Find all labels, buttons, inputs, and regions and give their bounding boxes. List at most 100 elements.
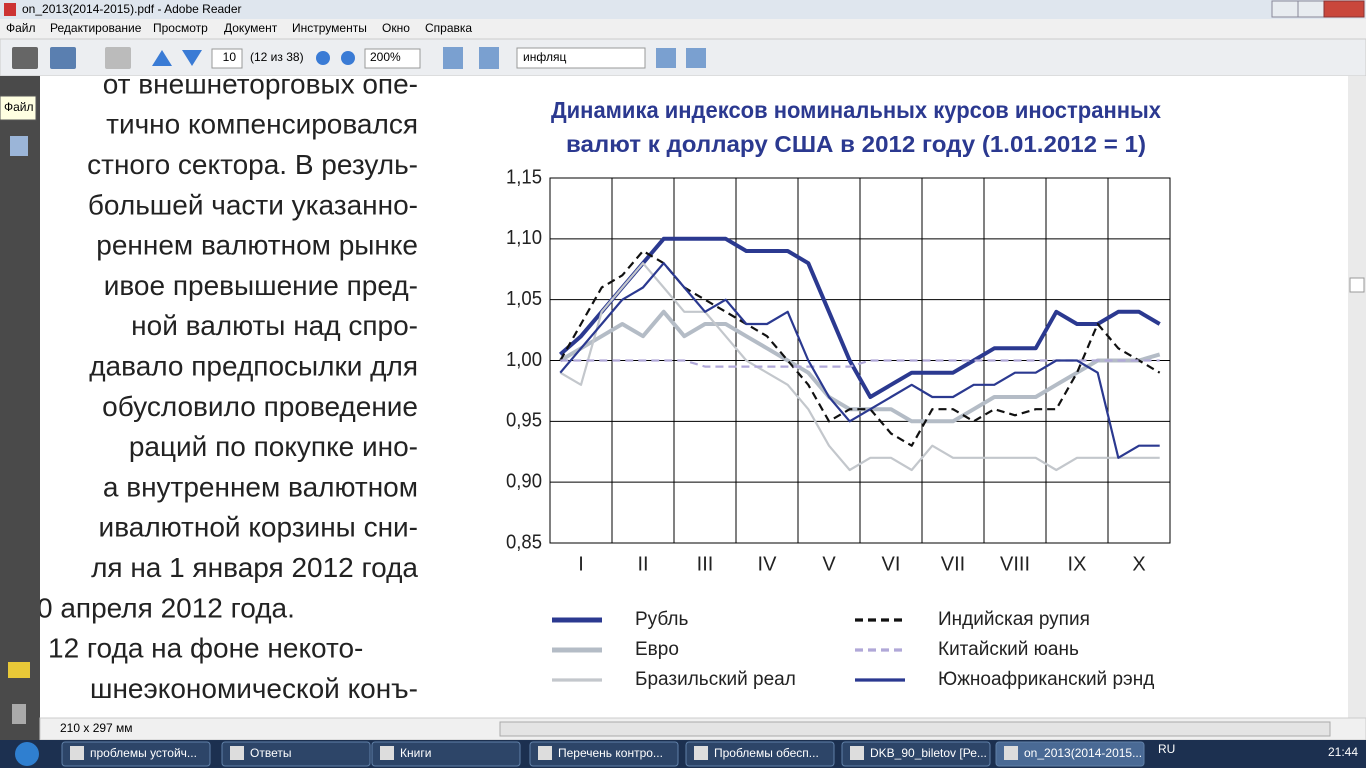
minimize[interactable] — [1271, 0, 1299, 18]
y-tick-label: 1,10 — [506, 227, 542, 249]
paragraph-line: раций по покупке ино- — [129, 431, 418, 462]
menu-bar — [0, 19, 1366, 39]
legend-label: Индийская рупия — [938, 609, 1090, 630]
taskbar-button[interactable] — [995, 741, 1145, 767]
page-count: (12 из 38) — [250, 50, 304, 64]
y-tick-label: 1,15 — [506, 166, 542, 188]
paragraph-line: тично компенсировался — [106, 109, 418, 140]
fit-page[interactable] — [479, 47, 499, 69]
tooltip — [0, 95, 37, 121]
paragraph-line: 12 года на фоне некото- — [48, 633, 363, 664]
menu-item[interactable]: Справка — [425, 21, 472, 35]
paragraph-line: давало предпосылки для — [89, 350, 418, 381]
vertical-scrollbar[interactable] — [1348, 76, 1366, 718]
series-line — [559, 249, 1161, 447]
prev-page[interactable] — [152, 50, 172, 66]
legend-label: Бразильский реал — [635, 669, 796, 690]
paragraph-line: от внешнеторговых опе- — [103, 68, 418, 99]
taskbar-label: проблемы устойч... — [90, 746, 197, 760]
zoom-input[interactable] — [364, 48, 421, 69]
page-input[interactable] — [211, 48, 243, 69]
menu-item[interactable]: Инструменты — [292, 21, 367, 35]
x-tick-label: I — [578, 553, 584, 575]
legend-label: Китайский юань — [938, 639, 1079, 660]
print-button[interactable] — [12, 47, 38, 69]
series-line — [559, 262, 1160, 472]
paragraph-line: большей части указанно- — [88, 189, 418, 220]
menu-item[interactable]: Окно — [382, 21, 410, 35]
attachments-button[interactable] — [12, 704, 26, 724]
menu-item[interactable]: Просмотр — [153, 21, 208, 35]
toolbar — [0, 38, 1366, 77]
tooltip-text: Файл — [4, 100, 34, 114]
menu-item[interactable]: Документ — [224, 21, 278, 35]
taskbar-button[interactable] — [221, 741, 371, 767]
clock: 21:44 — [1328, 745, 1358, 759]
paragraph-line: 0 апреля 2012 года. — [37, 592, 295, 623]
save-button[interactable] — [50, 47, 76, 69]
taskbar-button[interactable] — [685, 741, 835, 767]
paragraph-line: ля на 1 января 2012 года — [91, 552, 418, 583]
taskbar-button[interactable] — [371, 741, 521, 767]
paragraph-line: ивое превышение пред- — [104, 270, 418, 301]
taskbar-button[interactable] — [61, 741, 211, 767]
page-size: 210 x 297 мм — [60, 721, 133, 735]
title-bar — [0, 0, 1366, 19]
find-prev[interactable] — [656, 48, 676, 68]
x-tick-label: VI — [882, 553, 901, 575]
paragraph-line: ной валюты над спро- — [131, 310, 418, 341]
comments-button[interactable] — [8, 662, 30, 678]
paragraph-line: шнеэкономической конъ- — [90, 673, 418, 704]
taskbar-icon — [538, 746, 552, 760]
x-tick-label: VII — [941, 553, 965, 575]
taskbar-icon — [1004, 746, 1018, 760]
find-next[interactable] — [686, 48, 706, 68]
zoom-out[interactable] — [316, 51, 330, 65]
taskbar-button[interactable] — [841, 741, 991, 767]
app-icon — [4, 3, 16, 16]
x-tick-label: V — [822, 553, 836, 575]
y-tick-label: 0,90 — [506, 470, 542, 492]
legend-label: Южноафриканский рэнд — [938, 669, 1154, 690]
y-tick-label: 0,95 — [506, 410, 542, 432]
x-tick-label: III — [697, 553, 714, 575]
language: RU — [1158, 742, 1175, 756]
pages-button[interactable] — [10, 136, 28, 156]
taskbar-label: on_2013(2014-2015... — [1024, 746, 1142, 760]
horizontal-scrollbar[interactable] — [499, 721, 1331, 737]
taskbar-label: Ответы — [250, 746, 291, 760]
scroll-thumb[interactable] — [1349, 277, 1365, 293]
x-tick-label: IX — [1068, 553, 1087, 575]
y-tick-label: 1,00 — [506, 349, 542, 371]
zoom-in[interactable] — [341, 51, 355, 65]
taskbar-icon — [694, 746, 708, 760]
taskbar-label: DKB_90_biletov [Ре... — [870, 746, 987, 760]
start-button[interactable] — [15, 742, 39, 766]
menu-item[interactable]: Файл — [6, 21, 36, 35]
taskbar-icon — [850, 746, 864, 760]
search-box[interactable] — [516, 47, 646, 69]
y-tick-label: 0,85 — [506, 531, 542, 553]
taskbar-icon — [230, 746, 244, 760]
fit-width[interactable] — [443, 47, 463, 69]
maximize[interactable] — [1297, 0, 1325, 18]
paragraph-line: обусловило проведение — [102, 391, 418, 422]
close[interactable] — [1323, 0, 1365, 18]
paragraph-line: а внутреннем валютном — [103, 471, 418, 502]
taskbar-icon — [70, 746, 84, 760]
taskbar-label: Проблемы обесп... — [714, 746, 819, 760]
series-line — [559, 262, 1160, 459]
paragraph-line: ивалютной корзины сни- — [99, 512, 418, 543]
menu-item[interactable]: Редактирование — [50, 21, 142, 35]
zoom-value: 200% — [370, 50, 401, 64]
legend-label: Евро — [635, 639, 679, 660]
taskbar-label: Перечень контро... — [558, 746, 663, 760]
taskbar-button[interactable] — [529, 741, 679, 767]
next-page[interactable] — [182, 50, 202, 66]
taskbar-label: Книги — [400, 746, 431, 760]
share-button[interactable] — [105, 47, 131, 69]
taskbar-icon — [380, 746, 394, 760]
page-number: 10 — [223, 50, 237, 64]
x-tick-label: X — [1132, 553, 1145, 575]
